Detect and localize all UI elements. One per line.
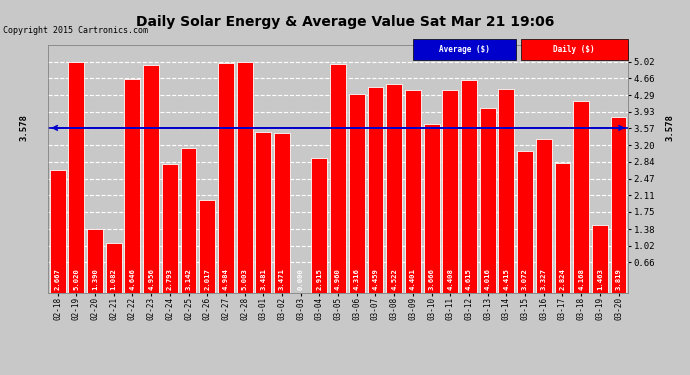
Text: 3.481: 3.481 [260, 268, 266, 290]
Bar [87, 228, 103, 292]
Text: 4.646: 4.646 [130, 268, 135, 290]
Text: 0.000: 0.000 [297, 268, 304, 290]
Text: 4.408: 4.408 [447, 268, 453, 290]
Bar [50, 170, 66, 292]
Text: 1.390: 1.390 [92, 268, 98, 290]
Bar [480, 108, 495, 292]
Text: Daily ($): Daily ($) [553, 45, 595, 54]
Bar [181, 148, 197, 292]
Text: 3.819: 3.819 [615, 268, 622, 290]
Text: 4.016: 4.016 [484, 268, 491, 290]
Bar [218, 63, 234, 292]
Bar [573, 101, 589, 292]
Bar [592, 225, 608, 292]
Bar [162, 164, 178, 292]
Bar [536, 140, 552, 292]
Text: 4.168: 4.168 [578, 268, 584, 290]
Bar [255, 132, 271, 292]
FancyBboxPatch shape [413, 39, 516, 60]
Bar [274, 133, 290, 292]
Text: 3.072: 3.072 [522, 268, 528, 290]
Bar [555, 163, 571, 292]
Text: 3.666: 3.666 [428, 268, 435, 290]
Text: 4.401: 4.401 [410, 268, 416, 290]
Bar [349, 94, 365, 292]
Text: Average ($): Average ($) [440, 45, 491, 54]
Text: 2.667: 2.667 [55, 268, 61, 290]
Text: 2.017: 2.017 [204, 268, 210, 290]
Bar [405, 90, 421, 292]
Text: 4.956: 4.956 [148, 268, 154, 290]
Bar [330, 64, 346, 292]
Text: 3.142: 3.142 [186, 268, 192, 290]
Text: 4.984: 4.984 [223, 268, 229, 290]
Bar [368, 87, 384, 292]
Bar [461, 80, 477, 292]
Text: 3.471: 3.471 [279, 268, 285, 290]
Text: 4.415: 4.415 [504, 268, 509, 290]
Bar [199, 200, 215, 292]
Text: 4.960: 4.960 [335, 268, 341, 290]
Text: 3.578: 3.578 [19, 114, 29, 141]
Text: 4.615: 4.615 [466, 268, 472, 290]
Bar [498, 89, 514, 292]
Text: 3.327: 3.327 [541, 268, 546, 290]
Text: 2.793: 2.793 [167, 268, 172, 290]
Text: Daily Solar Energy & Average Value Sat Mar 21 19:06: Daily Solar Energy & Average Value Sat M… [136, 15, 554, 29]
Bar [237, 62, 253, 292]
Text: 3.578: 3.578 [666, 114, 675, 141]
Text: 4.459: 4.459 [373, 268, 379, 290]
Bar [106, 243, 121, 292]
Bar [517, 151, 533, 292]
Bar [386, 84, 402, 292]
Text: 1.463: 1.463 [597, 268, 603, 290]
Bar [68, 62, 84, 292]
Text: 4.316: 4.316 [354, 268, 359, 290]
Bar [311, 158, 327, 292]
Text: 5.020: 5.020 [73, 268, 79, 290]
Text: 4.522: 4.522 [391, 268, 397, 290]
FancyBboxPatch shape [521, 39, 628, 60]
Text: 5.003: 5.003 [241, 268, 248, 290]
Text: 1.082: 1.082 [110, 268, 117, 290]
Bar [144, 64, 159, 292]
Bar [424, 124, 440, 292]
Text: Copyright 2015 Cartronics.com: Copyright 2015 Cartronics.com [3, 26, 148, 35]
Text: 2.824: 2.824 [560, 268, 566, 290]
Bar [124, 79, 140, 292]
Bar [442, 90, 458, 292]
Text: 2.915: 2.915 [317, 268, 322, 290]
Bar [611, 117, 627, 292]
